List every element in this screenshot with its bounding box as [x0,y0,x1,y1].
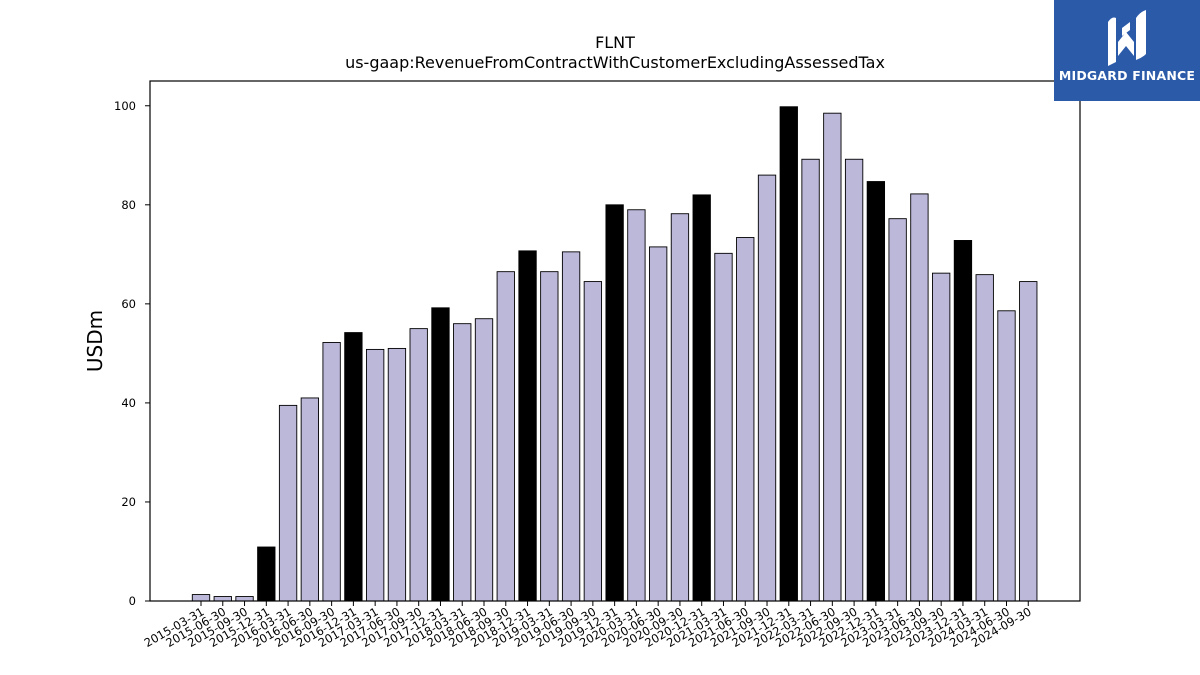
bar-2022-09-30 [844,158,864,602]
bar-2018-06-30 [474,318,494,602]
chart-title: FLNT [595,33,635,52]
bar-2021-03-31 [714,252,733,602]
brand-logo: MIDGARD FINANCE [1054,0,1200,101]
bar-2016-09-30 [322,342,341,602]
bar-2015-06-30 [213,596,232,602]
y-tick-label: 20 [121,495,136,509]
bar-2019-09-30 [583,281,603,602]
bar-2017-12-31 [431,307,450,602]
bar-2018-09-30 [496,271,515,602]
bar-2024-03-31 [975,274,994,602]
x-axis-ticks: 2015-03-312015-06-302015-09-302015-12-31… [142,601,1034,650]
bar-2024-06-30 [997,310,1016,602]
bar-2023-09-30 [932,272,951,602]
chart-subtitle: us-gaap:RevenueFromContractWithCustomerE… [345,53,885,72]
y-tick-label: 0 [129,594,136,608]
bar-2020-09-30 [670,213,690,602]
plot-frame [149,80,1081,602]
bar-2016-03-31 [278,404,298,602]
bar-2019-03-31 [540,271,559,602]
y-tick-label: 80 [121,198,136,212]
bar-2015-12-31 [257,546,276,602]
bar-2020-06-30 [649,246,668,602]
bar-2022-03-31 [801,158,820,602]
y-tick-label: 40 [121,396,136,410]
bar-2019-12-31 [605,204,624,602]
bar-2022-12-31 [866,181,886,602]
y-axis-ticks: 0 20 40 60 80 100 [114,99,150,608]
bar-2021-06-30 [736,237,755,602]
bar-2023-06-30 [910,193,929,602]
bar-2016-12-31 [344,332,363,602]
bar-2021-09-30 [757,174,777,602]
bar-2017-06-30 [387,347,407,602]
bar-2020-12-31 [692,194,711,602]
y-tick-label: 100 [114,99,136,113]
bar-2023-12-31 [953,240,973,602]
bar-2015-09-30 [235,596,254,602]
bar-2023-03-31 [888,218,907,602]
y-axis-label: USDm [83,310,107,372]
bar-2015-03-31 [191,594,211,602]
bar-2018-12-31 [518,250,537,602]
bar-2016-06-30 [300,397,319,602]
bar-2018-03-31 [453,323,472,602]
bar-2017-03-31 [366,348,385,602]
bar-2024-09-30 [1019,281,1038,602]
midgard-logo-icon [1108,10,1146,66]
bar-series [191,106,1038,602]
bar-2020-03-31 [627,209,646,602]
bar-2021-12-31 [779,106,798,602]
bar-2019-06-30 [561,251,581,602]
y-tick-label: 60 [121,297,136,311]
bar-2017-09-30 [409,328,428,602]
brand-name: MIDGARD FINANCE [1058,68,1196,83]
bar-2022-06-30 [823,112,842,602]
